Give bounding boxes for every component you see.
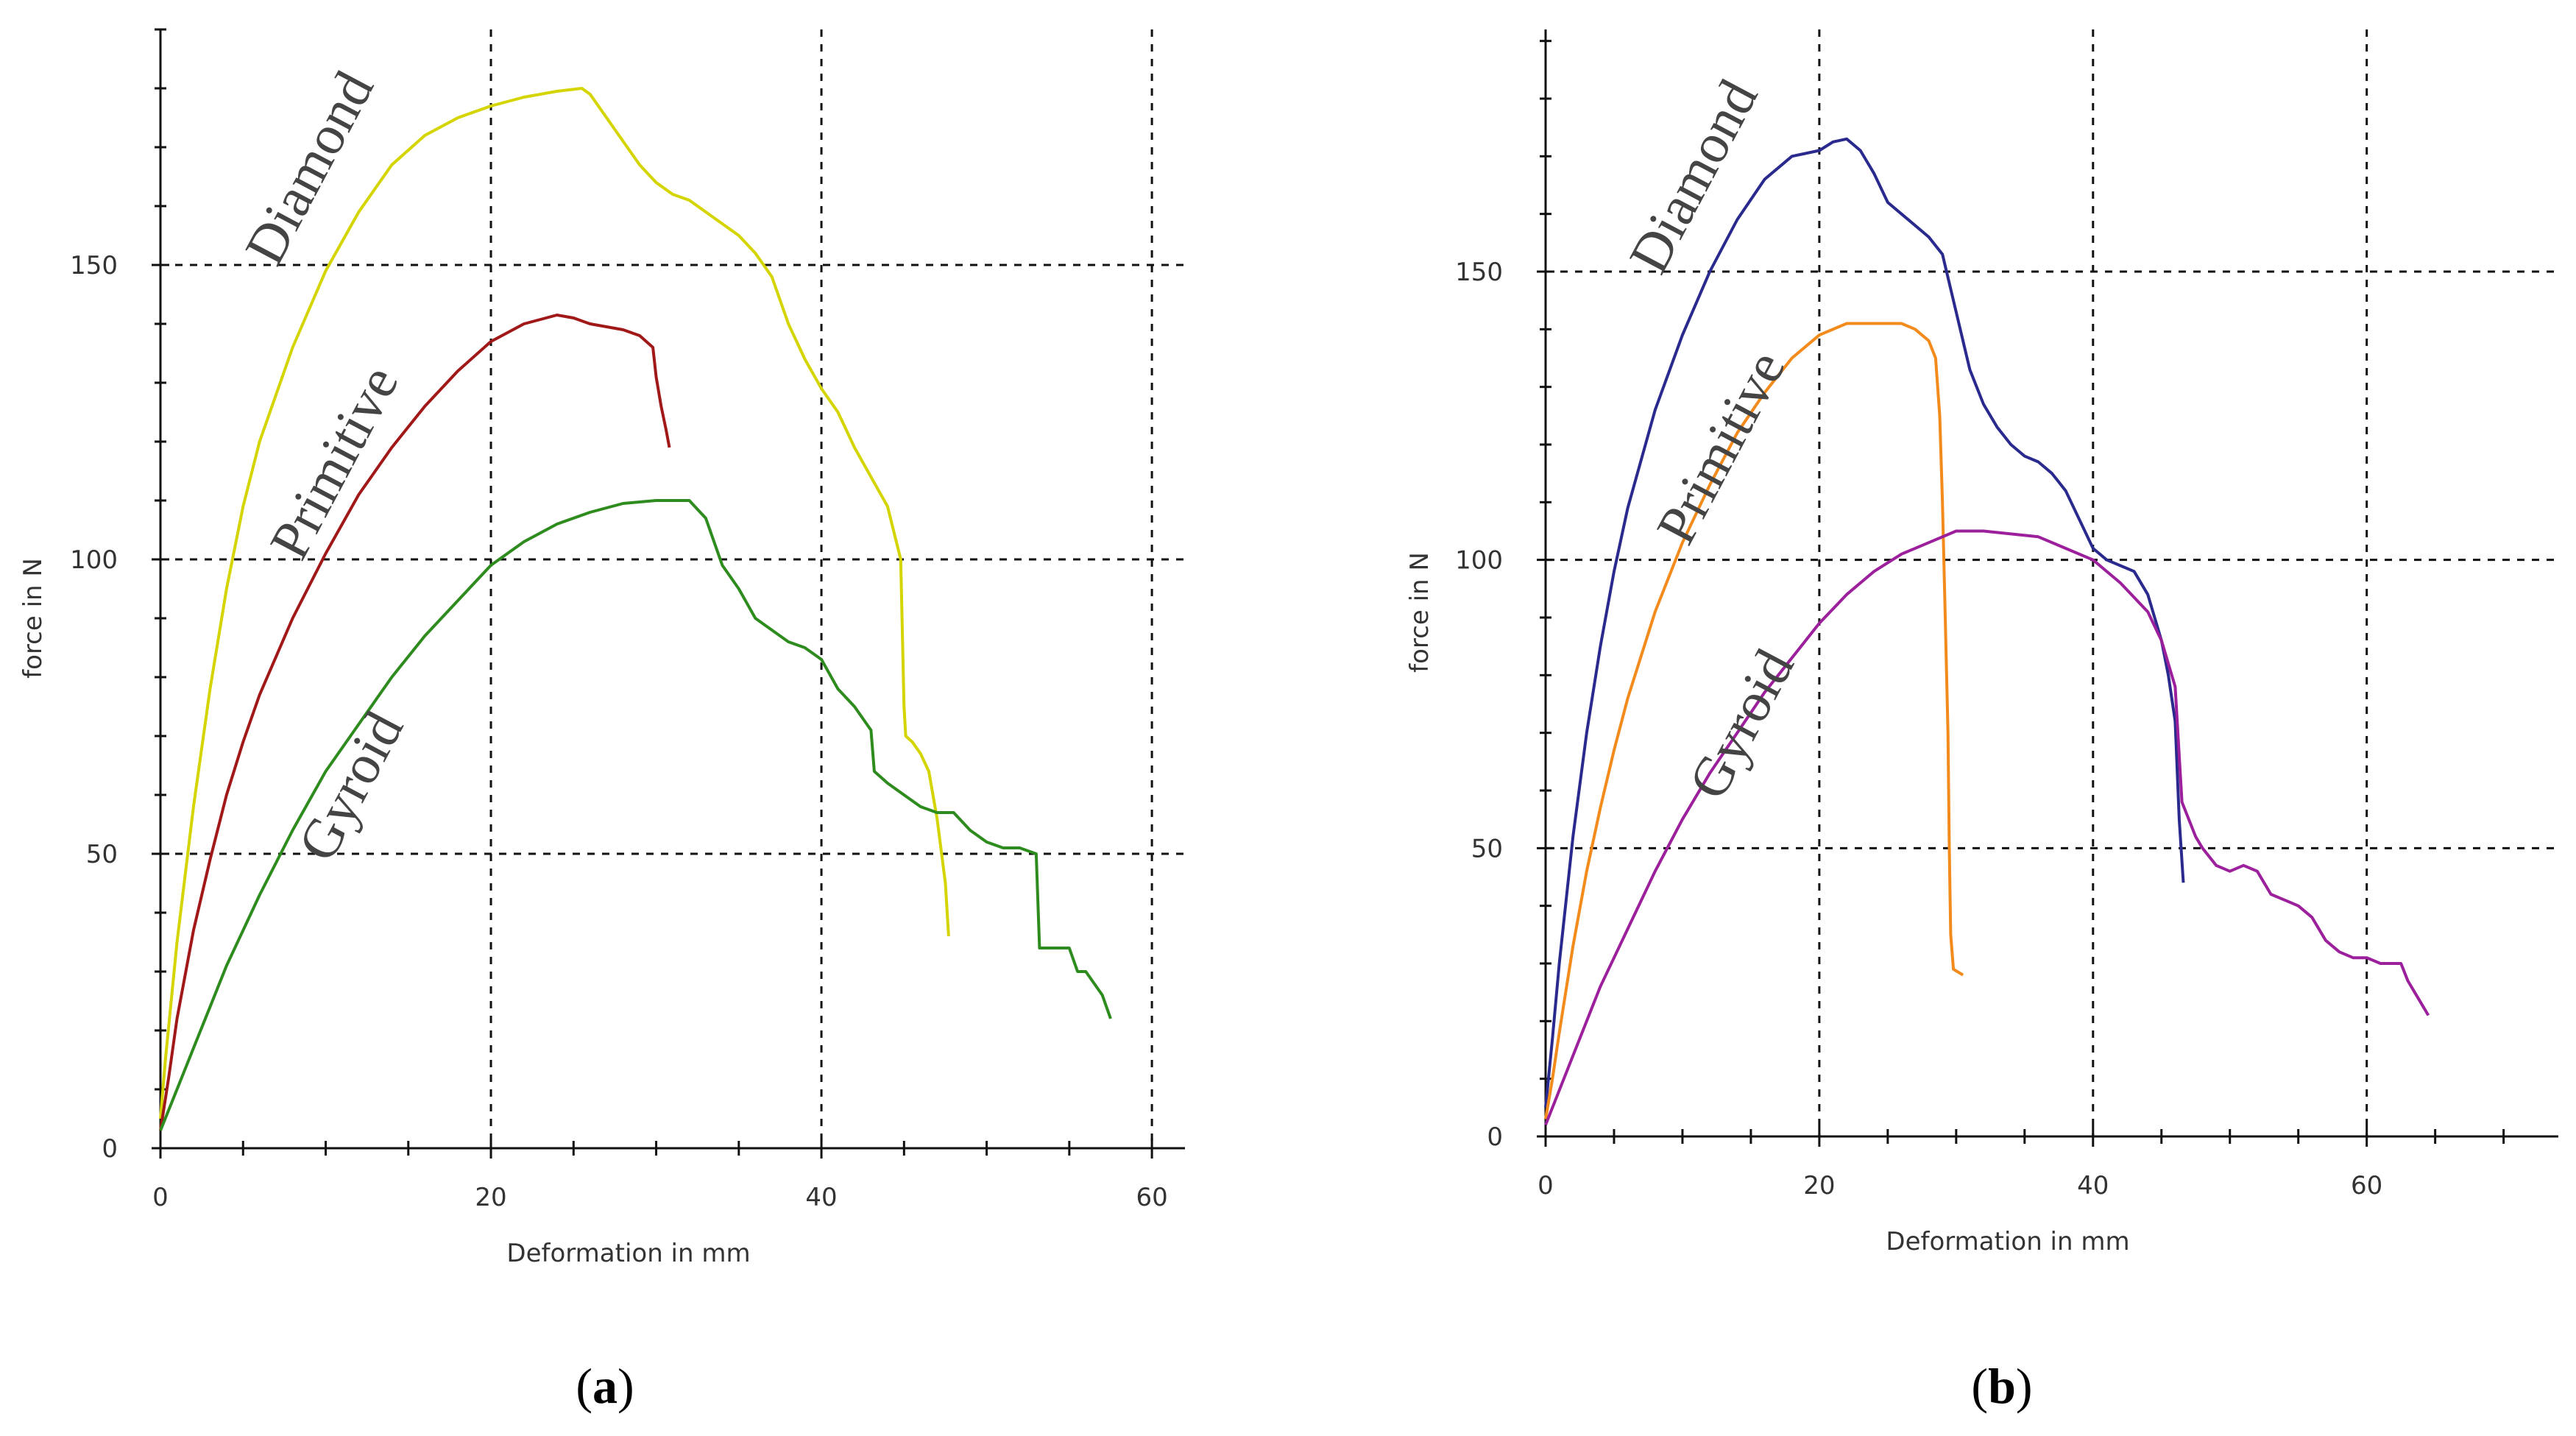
caption-a-open: (: [576, 1358, 592, 1414]
chart-b-series-gyroid: [1544, 529, 2430, 1126]
caption-b-open: (: [1971, 1358, 1988, 1414]
caption-a-letter: a: [592, 1358, 618, 1414]
chart-a-ytick-label-50: 50: [86, 840, 118, 869]
caption-a-close: ): [618, 1358, 634, 1414]
chart-a-ytick-label-0: 0: [102, 1134, 118, 1164]
caption-a: (a): [576, 1358, 634, 1414]
chart-b-x-axis-title: Deformation in mm: [1886, 1227, 2129, 1256]
caption-b: (b): [1971, 1358, 2032, 1414]
chart-b-y-axis-title: force in N: [1405, 552, 1434, 673]
chart-a-series-gyroid: [159, 499, 1112, 1131]
chart-b-label-diamond: Diamond: [1618, 70, 1770, 283]
caption-b-letter: b: [1988, 1358, 2016, 1414]
chart-a-series-primitive: [159, 314, 671, 1131]
chart-b-ytick-label-50: 50: [1471, 834, 1503, 863]
chart-b-series-diamond: [1544, 137, 2185, 1108]
chart-a-x-axis-title: Deformation in mm: [506, 1239, 750, 1268]
chart-b-xtick-label-40: 40: [2077, 1171, 2109, 1200]
chart-panel-b: 0 50 100 150 0 20 40 60 Deformation in mm force i…: [1405, 29, 2558, 1256]
chart-b-series-primitive: [1544, 322, 1964, 1120]
chart-a-ytick-label-100: 100: [70, 545, 118, 575]
chart-b-ytick-label-150: 150: [1455, 258, 1503, 287]
chart-b-label-gyroid: Gyroid: [1677, 640, 1806, 809]
caption-b-close: ): [2016, 1358, 2033, 1414]
chart-b-ytick-label-100: 100: [1455, 546, 1503, 576]
chart-panel-a: 0 50 100 150 0 20 40 60 Deformation in mm force i…: [18, 28, 1185, 1268]
chart-a-xtick-label-0: 0: [152, 1183, 169, 1212]
chart-b-xtick-label-20: 20: [1803, 1171, 1835, 1200]
chart-a-series-diamond: [159, 87, 950, 1120]
chart-a-xtick-label-20: 20: [475, 1183, 506, 1212]
chart-a-xtick-label-40: 40: [805, 1183, 837, 1212]
chart-b-ytick-label-0: 0: [1487, 1122, 1503, 1152]
chart-b-xtick-label-60: 60: [2351, 1171, 2382, 1200]
chart-a-label-diamond: Diamond: [233, 62, 386, 275]
chart-a-label-gyroid: Gyroid: [286, 701, 415, 871]
chart-a-xtick-label-60: 60: [1136, 1183, 1167, 1212]
chart-a-ytick-label-150: 150: [70, 251, 118, 280]
chart-b-xtick-label-0: 0: [1538, 1171, 1554, 1200]
chart-a-y-axis-title: force in N: [18, 558, 48, 679]
